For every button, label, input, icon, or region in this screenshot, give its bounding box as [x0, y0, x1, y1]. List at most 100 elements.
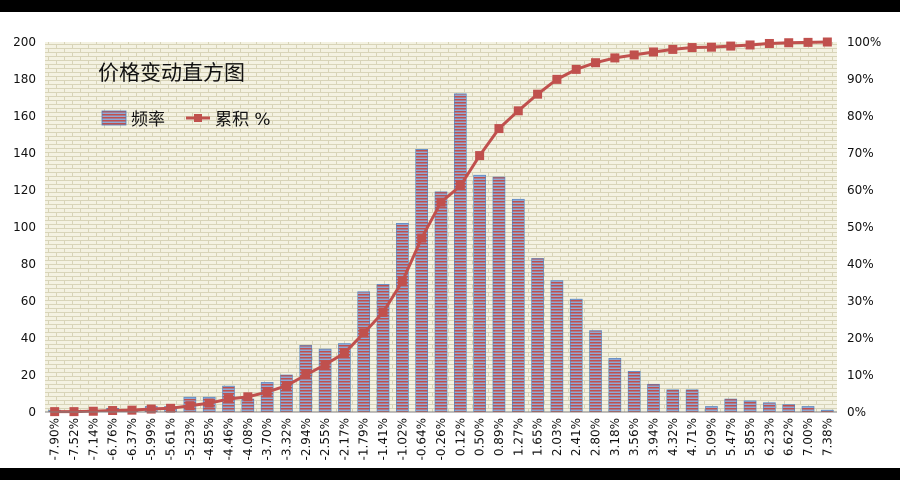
x-tick-label: -1.02% — [395, 418, 409, 460]
y-left-tick-label: 0 — [28, 405, 36, 419]
x-tick-label: -3.70% — [260, 418, 274, 460]
y-left-tick-label: 60 — [21, 294, 36, 308]
x-tick-label: -1.79% — [357, 418, 371, 460]
x-tick-label: -7.14% — [86, 418, 100, 460]
x-tick-label: -5.61% — [164, 418, 178, 460]
cumulative-point — [668, 44, 678, 54]
cumulative-point — [166, 403, 176, 413]
cumulative-point — [281, 381, 291, 391]
x-tick-label: 5.47% — [724, 418, 738, 456]
y-left-tick-label: 120 — [13, 183, 36, 197]
cumulative-point — [764, 38, 774, 48]
x-tick-label: -7.90% — [48, 418, 62, 460]
frequency-bar — [608, 358, 622, 413]
cumulative-point — [243, 392, 253, 402]
frequency-bar — [511, 198, 525, 413]
cumulative-point — [706, 42, 716, 52]
cumulative-point — [127, 405, 137, 415]
y-right-tick-label: 30% — [847, 294, 874, 308]
cumulative-point — [726, 41, 736, 51]
frequency-bar — [705, 406, 718, 413]
cumulative-point — [262, 387, 272, 397]
frequency-bar — [666, 389, 680, 413]
cumulative-point — [475, 151, 485, 161]
frequency-bar — [531, 258, 544, 413]
frequency-bar — [454, 93, 467, 413]
legend-line-marker — [194, 114, 202, 122]
cumulative-point — [359, 328, 369, 338]
legend-label-frequency: 频率 — [131, 110, 165, 130]
x-tick-label: -0.64% — [415, 418, 429, 460]
x-tick-label: 0.89% — [492, 418, 506, 456]
cumulative-point — [417, 233, 427, 243]
y-left-tick-label: 80 — [21, 257, 36, 271]
y-right-tick-label: 100% — [847, 35, 881, 49]
x-tick-label: 1.27% — [511, 418, 525, 456]
frequency-bar — [782, 404, 795, 413]
cumulative-point — [745, 40, 755, 50]
y-right-tick-label: 90% — [847, 72, 874, 86]
cumulative-point — [204, 398, 214, 408]
cumulative-point — [513, 106, 523, 116]
y-right-tick-label: 50% — [847, 220, 874, 234]
cumulative-point — [397, 276, 407, 286]
x-tick-label: 4.71% — [685, 418, 699, 456]
x-tick-label: -2.17% — [337, 418, 351, 460]
cumulative-point — [494, 124, 504, 134]
frequency-bar — [357, 291, 371, 413]
x-tick-label: 6.62% — [782, 418, 796, 456]
cumulative-point — [552, 74, 562, 84]
x-tick-label: 2.80% — [589, 418, 603, 456]
y-left-tick-label: 160 — [13, 109, 36, 123]
y-left-tick-label: 40 — [21, 331, 36, 345]
x-tick-label: -6.76% — [106, 418, 120, 460]
frequency-bar — [569, 298, 583, 413]
x-tick-label: -2.94% — [299, 418, 313, 460]
cumulative-point — [320, 360, 330, 370]
x-tick-label: -6.37% — [125, 418, 139, 460]
y-left-tick-label: 20 — [21, 368, 36, 382]
cumulative-point — [533, 89, 543, 99]
legend-bar-swatch — [101, 110, 127, 126]
frequency-bar — [589, 330, 602, 413]
frequency-bar — [415, 149, 428, 413]
x-tick-label: -1.41% — [376, 418, 390, 460]
x-tick-label: 1.65% — [531, 418, 545, 456]
cumulative-point — [822, 37, 832, 47]
cumulative-point — [108, 406, 118, 416]
x-tick-label: 4.32% — [666, 418, 680, 456]
frequency-bar — [724, 398, 738, 413]
cumulative-point — [591, 58, 601, 68]
frequency-bar — [492, 176, 506, 413]
x-tick-label: 3.18% — [608, 418, 622, 456]
frequency-bar — [627, 370, 641, 413]
y-left-tick-label: 180 — [13, 72, 36, 86]
x-tick-label: -4.46% — [222, 418, 236, 460]
x-tick-label: 5.85% — [743, 418, 757, 456]
cumulative-point — [339, 348, 349, 358]
y-right-tick-label: 40% — [847, 257, 874, 271]
y-left-tick-label: 200 — [13, 35, 36, 49]
x-tick-label: 5.09% — [704, 418, 718, 456]
frequency-bar — [647, 383, 660, 413]
y-right-tick-label: 0% — [847, 405, 866, 419]
y-right-tick-label: 10% — [847, 368, 874, 382]
cumulative-point — [146, 404, 156, 414]
y-right-tick-label: 70% — [847, 146, 874, 160]
cumulative-point — [784, 38, 794, 48]
frequency-bar — [473, 174, 486, 413]
x-tick-label: 6.23% — [762, 418, 776, 456]
x-tick-label: 0.50% — [473, 418, 487, 456]
frequency-bar — [550, 280, 564, 413]
cumulative-point — [436, 197, 446, 207]
frequency-bar — [396, 223, 409, 413]
x-tick-label: 7.00% — [801, 418, 815, 456]
frequency-bar — [743, 400, 757, 413]
x-tick-label: -7.52% — [67, 418, 81, 460]
cumulative-point — [648, 47, 658, 57]
cumulative-point — [571, 64, 581, 74]
y-left-tick-label: 100 — [13, 220, 36, 234]
frequency-bar — [318, 348, 332, 413]
cumulative-point — [610, 53, 620, 63]
